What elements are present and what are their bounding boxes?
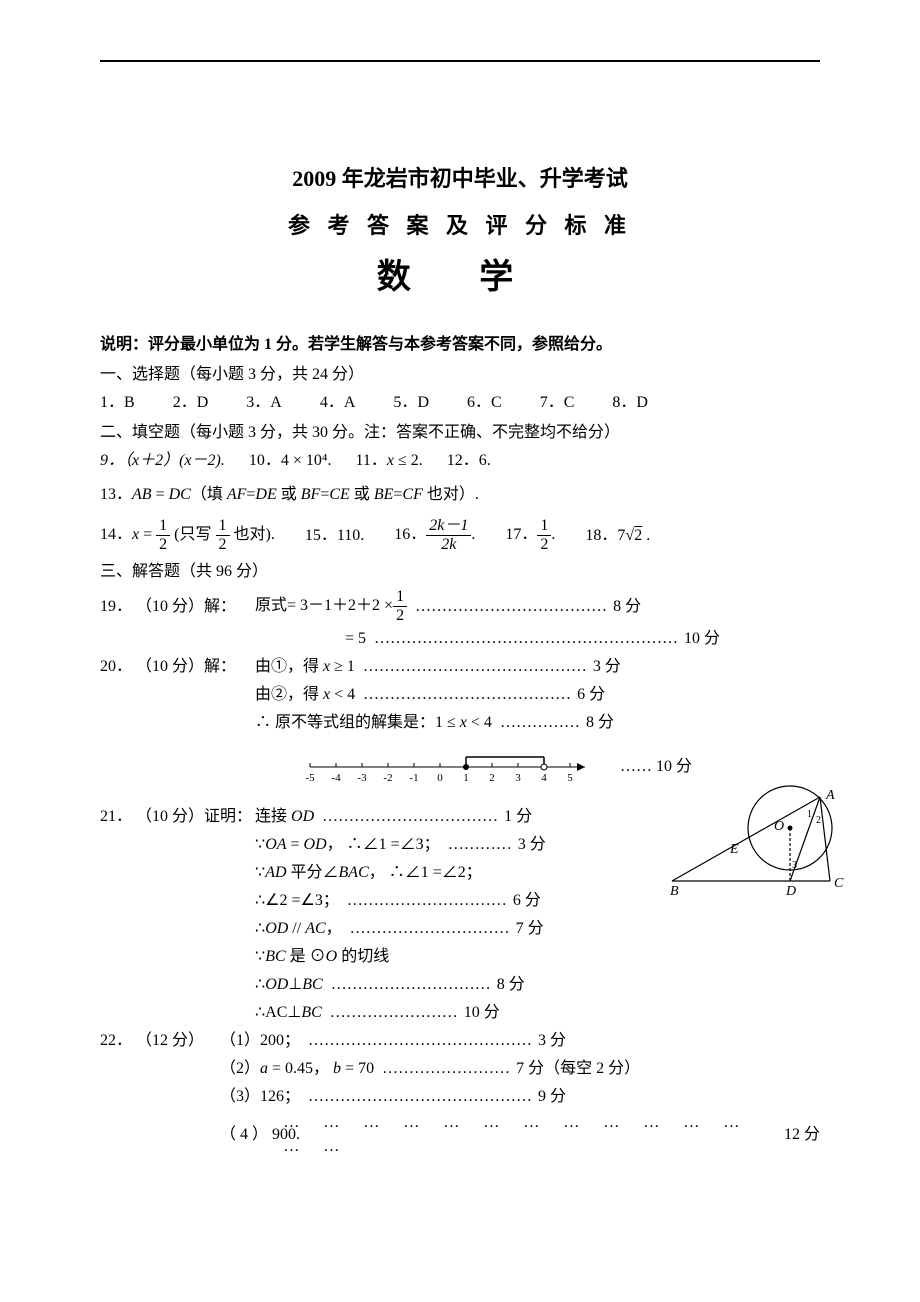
q11: 11．x ≤ 2.	[355, 452, 422, 469]
q22-p4: （ 4 ） 900. … … … … … … … … … … … … … … 1…	[100, 1111, 820, 1159]
geometry-diagram: A B C D E O 12 3	[660, 773, 850, 903]
q22-score2: 7 分（每空 2 分）	[516, 1057, 640, 1081]
q20-score1: 3 分	[593, 655, 621, 679]
q10: 10．4 × 10⁴.	[249, 452, 332, 469]
q8-num: 8	[612, 394, 620, 411]
q20-step2: 由②，得 x < 4 ………………………………… 6 分	[100, 681, 820, 709]
exam-subject: 数 学	[100, 252, 820, 303]
svg-text:2: 2	[489, 772, 495, 784]
top-rule	[100, 60, 820, 62]
q21-label: 21． （10 分）证明：	[100, 805, 255, 829]
q20-score3: 8 分	[586, 711, 614, 735]
q7-num: 7	[540, 394, 548, 411]
q18: 18．7√2 .	[585, 524, 650, 548]
q22-p2: （2）a = 0.45， b = 70 …………………… 7 分（每空 2 分）	[100, 1055, 820, 1083]
q21-score4: 7 分	[516, 917, 544, 941]
q8-ans: D	[636, 394, 648, 411]
q20-label: 20． （10 分）解：	[100, 655, 255, 679]
svg-text:3: 3	[515, 772, 521, 784]
grading-note: 说明：评分最小单位为 1 分。若学生解答与本参考答案不同，参照给分。	[100, 333, 820, 357]
q22-score1: 3 分	[538, 1029, 566, 1053]
q22-score4: 12 分	[784, 1123, 820, 1147]
svg-text:B: B	[670, 884, 679, 899]
q7-ans: C	[564, 394, 575, 411]
q19-step2: = 5 ………………………………………………… 10 分	[100, 625, 820, 653]
svg-text:3: 3	[792, 860, 797, 871]
svg-text:D: D	[785, 884, 796, 899]
q20-score2: 6 分	[577, 683, 605, 707]
q6-num: 6	[467, 394, 475, 411]
svg-text:5: 5	[567, 772, 573, 784]
q14-q18-row: 14．x = 12 (只写 12 也对). 15．110. 16．2k－12k.…	[100, 517, 820, 554]
q21-score0: 1 分	[504, 805, 532, 829]
svg-text:-5: -5	[305, 772, 315, 784]
q2-ans: D	[197, 394, 209, 411]
svg-text:4: 4	[541, 772, 547, 784]
svg-text:2: 2	[816, 815, 821, 826]
q20-step1: 20． （10 分）解： 由①，得 x ≥ 1 …………………………………… 3…	[100, 653, 820, 681]
svg-text:-3: -3	[357, 772, 367, 784]
q5-ans: D	[417, 394, 429, 411]
q19-step1: 19． （10 分）解： 原式= 3－1＋2＋2 ×12 ………………………………	[100, 588, 820, 625]
section3-title: 三、解答题（共 96 分）	[100, 560, 820, 584]
svg-text:0: 0	[437, 772, 443, 784]
exam-title: 2009 年龙岩市初中毕业、升学考试	[100, 162, 820, 195]
q1-num: 1	[100, 394, 108, 411]
q21-step7: ∴AC⊥BC …………………… 10 分	[100, 999, 820, 1027]
q1-ans: B	[124, 394, 135, 411]
q6-ans: C	[491, 394, 502, 411]
q22-score3: 9 分	[538, 1085, 566, 1109]
q21-score3: 6 分	[513, 889, 541, 913]
q22-p3: （3）126； …………………………………… 9 分	[100, 1083, 820, 1111]
q9-q12-row: 9．（x＋2）(x－2). 10．4 × 10⁴. 11．x ≤ 2. 12．6…	[100, 449, 820, 473]
exam-subtitle: 参 考 答 案 及 评 分 标 准	[100, 209, 820, 242]
svg-text:1: 1	[807, 809, 812, 820]
q3-num: 3	[246, 394, 254, 411]
q17: 17．12.	[505, 517, 555, 554]
svg-text:C: C	[834, 876, 844, 891]
svg-text:1: 1	[463, 772, 469, 784]
q12: 12．6.	[447, 452, 491, 469]
q2-num: 2	[173, 394, 181, 411]
q22-label: 22． （12 分）	[100, 1029, 220, 1053]
q21-step5: ∵BC 是 ⊙O 的切线	[100, 943, 820, 971]
q19-score1: 8 分	[613, 595, 641, 619]
q16: 16．2k－12k.	[394, 517, 475, 554]
q21-score7: 10 分	[464, 1001, 500, 1025]
q21-step6: ∴OD⊥BC ………………………… 8 分	[100, 971, 820, 999]
q13-row: 13．AB = DC（填 AF=DE 或 BF=CE 或 BE=CF 也对）.	[100, 483, 820, 507]
q19-label: 19． （10 分）解：	[100, 595, 255, 619]
q22-p1: 22． （12 分） （1）200； …………………………………… 3 分	[100, 1027, 820, 1055]
q5-num: 5	[393, 394, 401, 411]
section2-title: 二、填空题（每小题 3 分，共 30 分。注：答案不正确、不完整均不给分）	[100, 421, 820, 445]
q9: 9．（x＋2）(x－2).	[100, 452, 225, 469]
q4-num: 4	[320, 394, 328, 411]
q3-ans: A	[270, 394, 282, 411]
section1-answers: 1．B 2．D 3．A 4．A 5．D 6．C 7．C 8．D	[100, 391, 820, 415]
q15: 15．110.	[305, 524, 364, 548]
q20-step3: ∴ 原不等式组的解集是：1 ≤ x < 4 …………… 8 分	[100, 709, 820, 737]
svg-text:O: O	[774, 819, 784, 834]
section1-title: 一、选择题（每小题 3 分，共 24 分）	[100, 363, 820, 387]
q21-score1: 3 分	[518, 833, 546, 857]
svg-text:-1: -1	[409, 772, 418, 784]
svg-text:E: E	[729, 842, 739, 857]
q21-step4: ∴OD // AC， ………………………… 7 分	[100, 915, 820, 943]
svg-text:A: A	[825, 788, 835, 803]
q14: 14．x = 12 (只写 12 也对).	[100, 517, 275, 554]
q21-score6: 8 分	[497, 973, 525, 997]
svg-text:-2: -2	[383, 772, 392, 784]
svg-text:-4: -4	[331, 772, 341, 784]
q4-ans: A	[344, 394, 356, 411]
q19-score2: 10 分	[684, 627, 720, 651]
